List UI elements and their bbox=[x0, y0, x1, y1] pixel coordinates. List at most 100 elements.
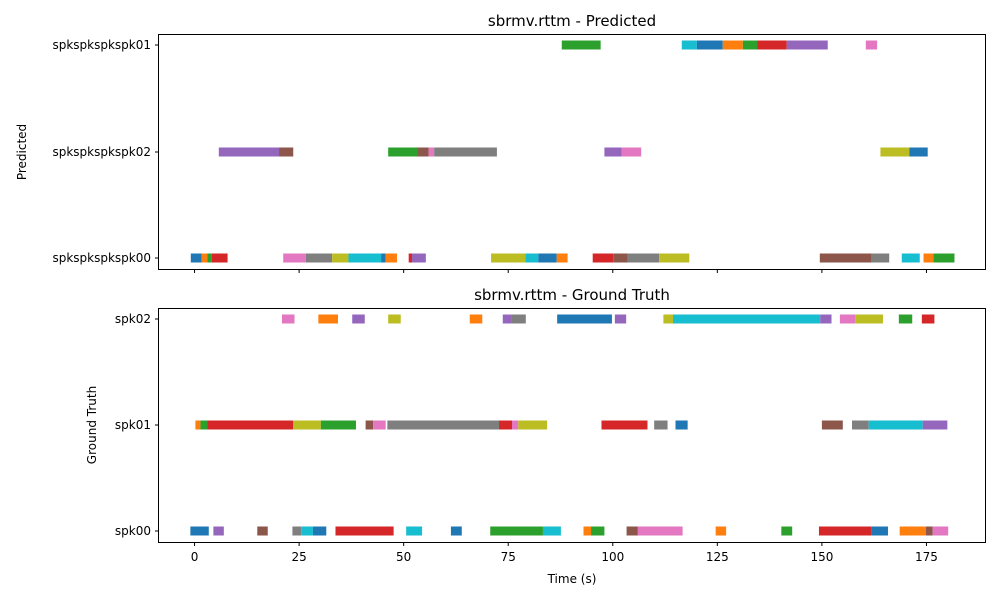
ground-truth-segment-spk00-50 bbox=[781, 526, 793, 536]
predicted-segment-spkspkspkspk00-34 bbox=[592, 253, 614, 263]
predicted-ytick-label-spkspkspkspk00: spkspkspkspk00 bbox=[52, 251, 151, 265]
predicted-segment-spkspkspkspk01-0 bbox=[561, 40, 601, 50]
ground-truth-segment-spk00-53 bbox=[899, 526, 927, 536]
predicted-segment-spkspkspkspk00-21 bbox=[211, 253, 228, 263]
ground-truth-ytick-label-spk00: spk00 bbox=[115, 524, 151, 538]
ground-truth-segment-spk00-49 bbox=[715, 526, 727, 536]
ground-truth-xtick-label-50: 50 bbox=[396, 550, 411, 564]
predicted-segment-spkspkspkspk02-9 bbox=[279, 147, 294, 157]
ground-truth-segment-spk02-14 bbox=[898, 314, 913, 324]
predicted-segment-spkspkspkspk02-10 bbox=[388, 147, 418, 157]
ground-truth-segment-spk02-2 bbox=[352, 314, 365, 324]
predicted-segment-spkspkspkspk02-17 bbox=[909, 147, 928, 157]
ground-truth-xtick-label-75: 75 bbox=[501, 550, 516, 564]
predicted-segment-spkspkspkspk01-3 bbox=[722, 40, 743, 50]
predicted-segment-spkspkspkspk01-7 bbox=[865, 40, 878, 50]
predicted-segment-spkspkspkspk00-24 bbox=[332, 253, 349, 263]
predicted-axes-frame bbox=[158, 34, 986, 270]
ground-truth-segment-spk02-5 bbox=[502, 314, 512, 324]
predicted-segment-spkspkspkspk00-18 bbox=[190, 253, 202, 263]
predicted-segment-spkspkspkspk02-8 bbox=[218, 147, 280, 157]
predicted-segment-spkspkspkspk00-42 bbox=[933, 253, 955, 263]
predicted-segment-spkspkspkspk00-28 bbox=[408, 253, 413, 263]
ground-truth-segment-spk02-6 bbox=[511, 314, 526, 324]
ground-truth-xtick-label-100: 100 bbox=[601, 550, 624, 564]
ground-truth-segment-spk02-9 bbox=[663, 314, 673, 324]
predicted-segment-spkspkspkspk02-16 bbox=[880, 147, 910, 157]
predicted-segment-spkspkspkspk01-1 bbox=[681, 40, 697, 50]
ground-truth-segment-spk00-41 bbox=[406, 526, 423, 536]
ground-truth-segment-spk00-55 bbox=[932, 526, 949, 536]
predicted-segment-spkspkspkspk00-23 bbox=[305, 253, 333, 263]
ground-truth-segment-spk02-13 bbox=[855, 314, 883, 324]
ground-truth-segment-spk00-54 bbox=[926, 526, 933, 536]
ground-truth-segment-spk01-20 bbox=[320, 420, 356, 430]
predicted-y-ticks: spkspkspkspk00 spkspkspkspk02 spkspkspkspk… bbox=[52, 38, 159, 265]
ground-truth-plot-area bbox=[190, 314, 949, 536]
ground-truth-xtick-label-25: 25 bbox=[291, 550, 306, 564]
predicted-segment-spkspkspkspk00-35 bbox=[613, 253, 628, 263]
predicted-segment-spkspkspkspk00-32 bbox=[538, 253, 557, 263]
ground-truth-segment-spk02-11 bbox=[820, 314, 832, 324]
ground-truth-segment-spk00-39 bbox=[312, 526, 327, 536]
predicted-segment-spkspkspkspk01-6 bbox=[786, 40, 828, 50]
ground-truth-segment-spk01-30 bbox=[821, 420, 843, 430]
ground-truth-xtick-label-150: 150 bbox=[810, 550, 833, 564]
ground-truth-segment-spk01-32 bbox=[868, 420, 923, 430]
predicted-segment-spkspkspkspk02-12 bbox=[428, 147, 435, 157]
ground-truth-segment-spk01-17 bbox=[200, 420, 208, 430]
ground-truth-segment-spk01-16 bbox=[195, 420, 201, 430]
predicted-plot-area bbox=[190, 40, 955, 263]
predicted-segment-spkspkspkspk00-33 bbox=[556, 253, 568, 263]
ground-truth-segment-spk01-23 bbox=[387, 420, 500, 430]
ground-truth-segment-spk01-24 bbox=[499, 420, 512, 430]
ground-truth-segment-spk02-8 bbox=[614, 314, 627, 324]
predicted-segment-spkspkspkspk02-13 bbox=[434, 147, 497, 157]
predicted-segment-spkspkspkspk01-4 bbox=[742, 40, 758, 50]
predicted-segment-spkspkspkspk00-29 bbox=[412, 253, 426, 263]
predicted-ytick-label-spkspkspkspk02: spkspkspkspk02 bbox=[52, 145, 151, 159]
predicted-segment-spkspkspkspk00-31 bbox=[525, 253, 539, 263]
ground-truth-segment-spk02-12 bbox=[839, 314, 856, 324]
predicted-ylabel: Predicted bbox=[15, 124, 29, 180]
predicted-ytick-label-spkspkspkspk01: spkspkspkspk01 bbox=[52, 38, 151, 52]
ground-truth-segment-spk02-1 bbox=[318, 314, 338, 324]
ground-truth-segment-spk02-4 bbox=[469, 314, 483, 324]
ground-truth-segment-spk01-22 bbox=[373, 420, 386, 430]
predicted-segment-spkspkspkspk00-39 bbox=[871, 253, 890, 263]
predicted-segment-spkspkspkspk00-27 bbox=[385, 253, 397, 263]
predicted-segment-spkspkspkspk01-2 bbox=[696, 40, 723, 50]
predicted-segment-spkspkspkspk00-41 bbox=[923, 253, 934, 263]
ground-truth-segment-spk00-34 bbox=[190, 526, 209, 536]
ground-truth-y-ticks: spk00 spk01 spk02 bbox=[115, 312, 159, 538]
predicted-segment-spkspkspkspk00-19 bbox=[201, 253, 208, 263]
ground-truth-ylabel: Ground Truth bbox=[85, 386, 99, 464]
ground-truth-segment-spk01-26 bbox=[518, 420, 548, 430]
predicted-segment-spkspkspkspk00-40 bbox=[901, 253, 920, 263]
predicted-segment-spkspkspkspk02-15 bbox=[621, 147, 642, 157]
predicted-segment-spkspkspkspk00-30 bbox=[491, 253, 526, 263]
ground-truth-segment-spk01-21 bbox=[365, 420, 374, 430]
predicted-segment-spkspkspkspk00-26 bbox=[381, 253, 386, 263]
ground-truth-segment-spk02-7 bbox=[557, 314, 612, 324]
ground-truth-xtick-label-175: 175 bbox=[915, 550, 938, 564]
predicted-segment-spkspkspkspk00-25 bbox=[348, 253, 382, 263]
predicted-segment-spkspkspkspk01-5 bbox=[757, 40, 787, 50]
ground-truth-segment-spk00-40 bbox=[335, 526, 394, 536]
ground-truth-segment-spk00-36 bbox=[257, 526, 268, 536]
predicted-segment-spkspkspkspk02-14 bbox=[604, 147, 622, 157]
ground-truth-segment-spk01-28 bbox=[654, 420, 668, 430]
ground-truth-segment-spk00-45 bbox=[583, 526, 592, 536]
ground-truth-segment-spk00-51 bbox=[818, 526, 872, 536]
ground-truth-segment-spk01-29 bbox=[675, 420, 688, 430]
ground-truth-axes-frame bbox=[158, 308, 986, 543]
ground-truth-segment-spk01-33 bbox=[922, 420, 948, 430]
predicted-panel: sbrmv.rttm - Predicted Predicted spkspks… bbox=[15, 12, 986, 273]
ground-truth-segment-spk00-44 bbox=[542, 526, 561, 536]
predicted-segment-spkspkspkspk00-37 bbox=[659, 253, 690, 263]
predicted-segment-spkspkspkspk00-20 bbox=[207, 253, 212, 263]
ground-truth-segment-spk02-3 bbox=[388, 314, 401, 324]
ground-truth-title: sbrmv.rttm - Ground Truth bbox=[474, 286, 670, 304]
ground-truth-segment-spk00-37 bbox=[292, 526, 302, 536]
ground-truth-segment-spk02-10 bbox=[673, 314, 821, 324]
